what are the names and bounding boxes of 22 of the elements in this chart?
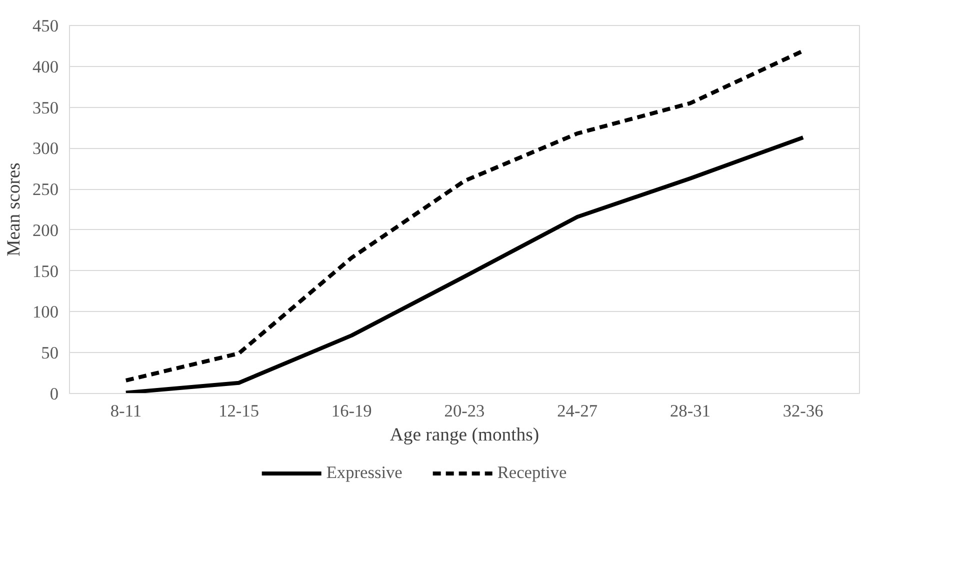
y-tick-label: 100 <box>32 302 59 322</box>
y-tick-label: 200 <box>32 220 59 240</box>
y-axis-title: Mean scores <box>4 162 25 256</box>
x-axis-title: Age range (months) <box>390 424 540 446</box>
x-tick-label: 20-23 <box>444 402 485 420</box>
x-tick-label: 8-11 <box>110 402 142 420</box>
x-tick-label: 12-15 <box>218 402 260 420</box>
y-tick-label: 300 <box>32 139 59 158</box>
y-tick-label: 350 <box>32 98 59 118</box>
x-tick-label: 32-36 <box>782 402 824 420</box>
legend-label: Receptive <box>497 463 567 483</box>
x-tick-label: 24-27 <box>557 402 598 420</box>
y-tick-label: 50 <box>41 344 58 363</box>
legend-label: Expressive <box>326 463 402 483</box>
line-series <box>124 136 806 394</box>
y-tick-label: 0 <box>50 384 59 404</box>
x-tick-label: 28-31 <box>670 402 710 420</box>
y-tick-label: 450 <box>32 16 59 36</box>
y-tick-label: 250 <box>32 180 59 200</box>
y-tick-label: 150 <box>32 262 59 281</box>
x-tick-label: 16-19 <box>331 402 372 420</box>
y-tick-label: 400 <box>32 57 59 76</box>
